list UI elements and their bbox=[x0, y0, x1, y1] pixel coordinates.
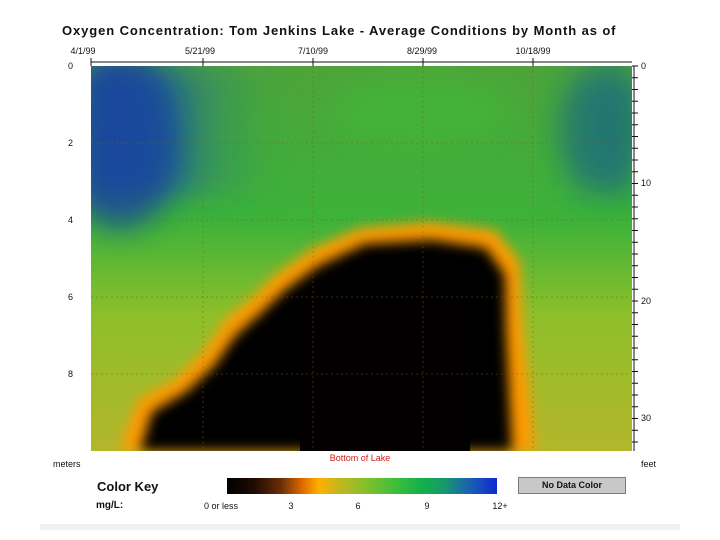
y-left-tick-label: 4 bbox=[68, 215, 74, 225]
y-left-tick-label: 8 bbox=[68, 369, 74, 379]
units-label: mg/L: bbox=[96, 500, 124, 511]
colorbar-tick-label: 12+ bbox=[492, 501, 508, 511]
y-right-tick-label: 0 bbox=[641, 61, 647, 71]
footer-shadow bbox=[40, 524, 680, 530]
y-left-tick-label: 6 bbox=[68, 292, 74, 302]
y-right-axis-title: feet bbox=[641, 459, 657, 469]
y-right-tick-label: 20 bbox=[641, 296, 652, 306]
y-right-tick-label: 10 bbox=[641, 178, 652, 188]
colorbar-tick-label: 0 or less bbox=[203, 501, 239, 511]
x-tick-label: 10/18/99 bbox=[515, 46, 551, 56]
color-key-title: Color Key bbox=[97, 479, 159, 494]
chart-title: Oxygen Concentration: Tom Jenkins Lake -… bbox=[62, 23, 617, 38]
no-data-color-swatch: No Data Color bbox=[518, 477, 626, 494]
y-left-axis-title: meters bbox=[53, 459, 81, 469]
grid-lines bbox=[91, 66, 632, 451]
x-tick-label: 8/29/99 bbox=[406, 46, 438, 56]
bottom-of-lake-label: Bottom of Lake bbox=[329, 453, 391, 463]
colorbar-tick-label: 3 bbox=[288, 501, 294, 511]
y-right-tick-label: 30 bbox=[641, 413, 652, 423]
y-left-tick-label: 2 bbox=[68, 138, 74, 148]
x-tick-label: 7/10/99 bbox=[297, 46, 329, 56]
x-tick-label: 5/21/99 bbox=[184, 46, 216, 56]
x-tick-label: 4/1/99 bbox=[70, 46, 96, 56]
colorbar bbox=[227, 478, 497, 494]
colorbar-tick-label: 9 bbox=[424, 501, 430, 511]
y-left-tick-label: 0 bbox=[68, 61, 74, 71]
axis-ticks bbox=[90, 58, 635, 451]
colorbar-tick-label: 6 bbox=[355, 501, 361, 511]
